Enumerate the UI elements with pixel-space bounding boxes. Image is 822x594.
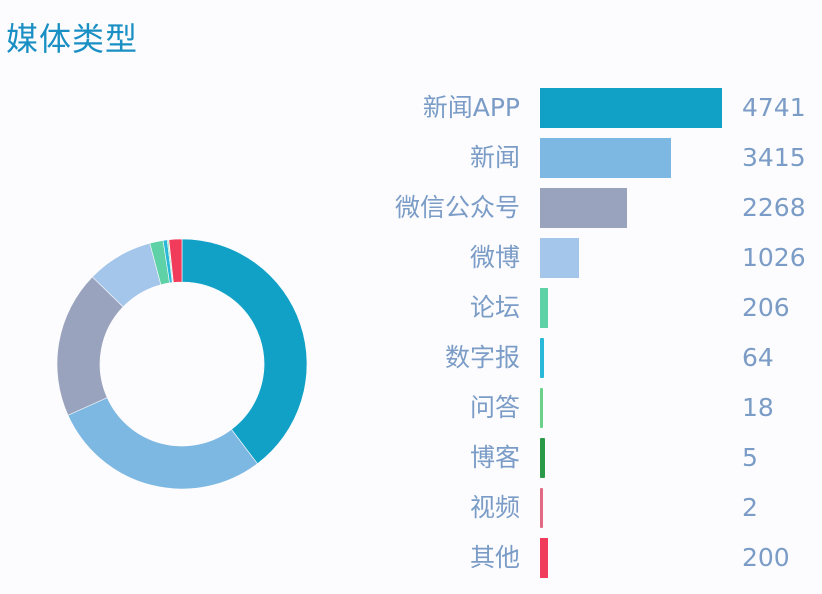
bar-row: 博客 5	[0, 438, 822, 478]
bar-row: 新闻APP 4741	[0, 88, 822, 128]
bar-label: 论坛	[469, 293, 520, 322]
bar-row: 其他 200	[0, 538, 822, 578]
bar	[540, 488, 543, 528]
bar-value: 5	[742, 443, 758, 472]
bar-label: 问答	[469, 393, 520, 422]
bar-row: 视频 2	[0, 488, 822, 528]
donut-slice	[181, 238, 308, 465]
bar-value: 2268	[742, 193, 806, 222]
donut-slice	[67, 397, 258, 490]
bar-value: 2	[742, 493, 758, 522]
bar	[540, 338, 544, 378]
bar-row: 微博 1026	[0, 238, 822, 278]
bar	[540, 138, 671, 178]
donut-slice	[168, 238, 183, 283]
bar-label: 数字报	[444, 343, 520, 372]
bar-row: 微信公众号 2268	[0, 188, 822, 228]
bar-label: 微博	[469, 243, 520, 272]
bar-value: 18	[742, 393, 774, 422]
bar-value: 64	[742, 343, 774, 372]
bar-label: 新闻APP	[422, 93, 520, 122]
bar-value: 3415	[742, 143, 806, 172]
bar-value: 1026	[742, 243, 806, 272]
bar-row: 数字报 64	[0, 338, 822, 378]
bar-value: 4741	[742, 93, 806, 122]
bar-label: 微信公众号	[394, 193, 520, 222]
bar	[540, 288, 548, 328]
bar-row: 论坛 206	[0, 288, 822, 328]
bar	[540, 538, 548, 578]
bar	[540, 188, 627, 228]
page-title: 媒体类型	[6, 20, 139, 58]
bar-label: 新闻	[469, 143, 520, 172]
bar	[540, 438, 545, 478]
bar-label: 其他	[469, 543, 520, 572]
bar	[540, 238, 579, 278]
donut-chart	[56, 238, 308, 490]
bar-label: 视频	[469, 493, 520, 522]
bar-row: 新闻 3415	[0, 138, 822, 178]
bar-row: 问答 18	[0, 388, 822, 428]
bar-label: 博客	[469, 443, 520, 472]
bar	[540, 88, 722, 128]
bar	[540, 388, 543, 428]
bar-value: 206	[742, 293, 790, 322]
bar-value: 200	[742, 543, 790, 572]
